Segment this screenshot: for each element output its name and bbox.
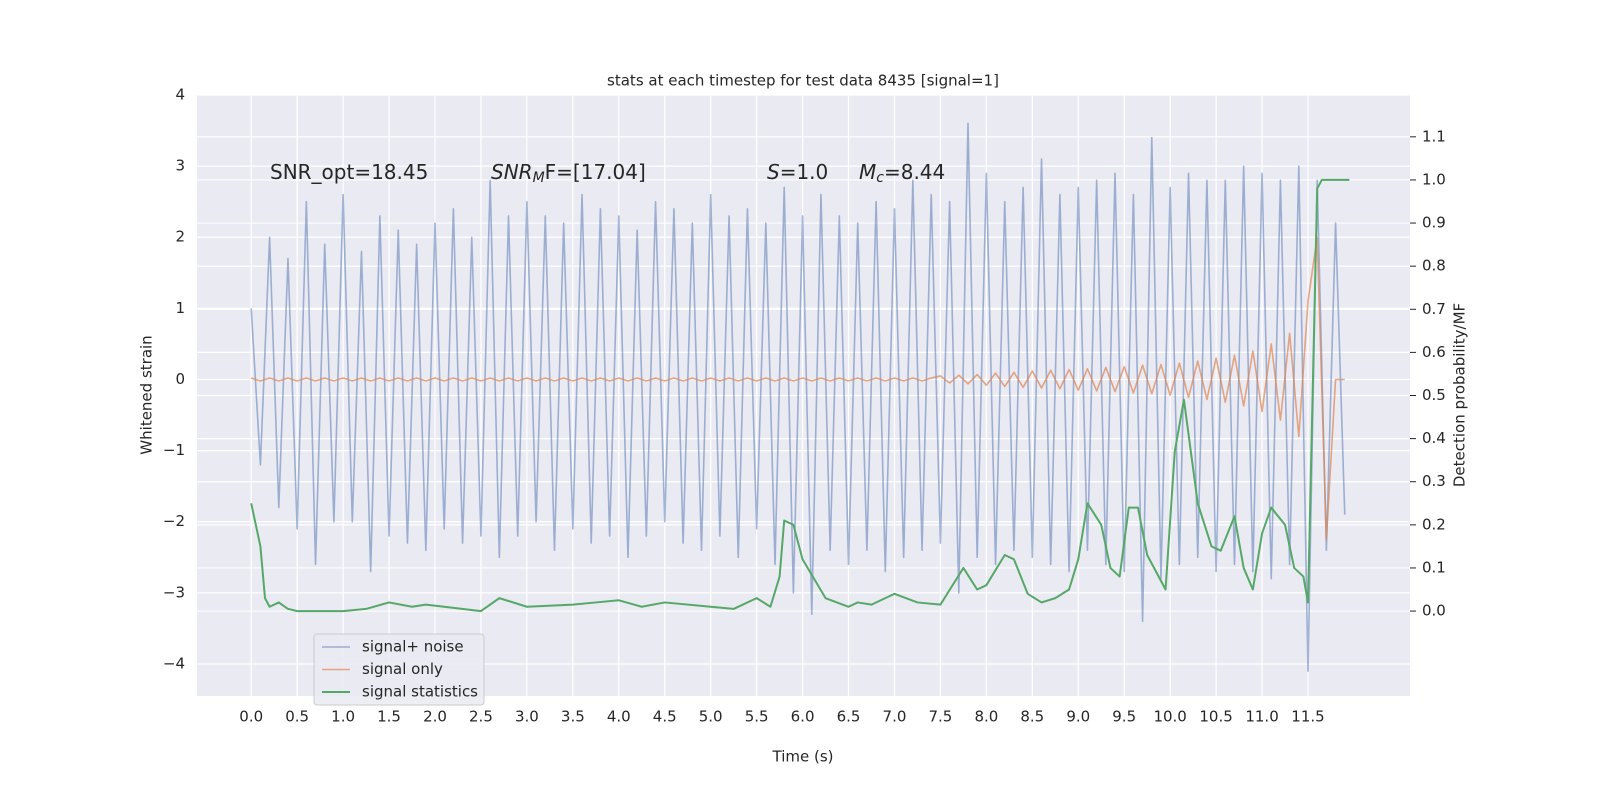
x-tick-label: 1.0 <box>331 708 355 726</box>
annotation-text: SNR_opt=18.45 <box>270 160 428 184</box>
series-line <box>250 236 1345 541</box>
y2-tick-label: 0.2 <box>1422 515 1446 533</box>
x-tick-label: 1.5 <box>377 708 401 726</box>
y2-tick-label: 0.9 <box>1422 214 1446 232</box>
x-tick-label: 5.0 <box>699 708 723 726</box>
x-tick-label: 9.5 <box>1112 708 1136 726</box>
y2-tick-label: 0.4 <box>1422 429 1446 447</box>
y2-tick-label: 0.6 <box>1422 343 1446 361</box>
y-tick-label: −2 <box>163 512 185 530</box>
y-tick-label: 3 <box>175 157 185 175</box>
y2-tick-label: 1.0 <box>1422 170 1446 188</box>
y-tick-label: 4 <box>175 86 185 104</box>
y-tick-label: −3 <box>163 583 185 601</box>
annotation: Mc=8.44 <box>859 160 945 187</box>
x-tick-label: 2.0 <box>423 708 447 726</box>
x-tick-label: 5.5 <box>745 708 769 726</box>
legend-label: signal+ noise <box>362 638 464 656</box>
y2-tick-label: 0.1 <box>1422 558 1446 576</box>
x-tick-label: 6.0 <box>791 708 815 726</box>
annotation-subscript: c <box>876 170 884 186</box>
y2-tick-label: 0.5 <box>1422 386 1446 404</box>
y2-tick-label: 0.3 <box>1422 472 1446 490</box>
y2-tick-label: 0.7 <box>1422 300 1446 318</box>
x-tick-label: 6.5 <box>837 708 861 726</box>
annotation-rest: =8.44 <box>884 160 945 184</box>
x-tick-label: 8.5 <box>1020 708 1044 726</box>
x-axis-label: Time (s) <box>772 748 834 766</box>
y2-tick-label: 1.1 <box>1422 127 1446 145</box>
annotation-rest: =1.0 <box>780 160 829 184</box>
lines <box>250 122 1350 672</box>
x-tick-label: 9.0 <box>1066 708 1090 726</box>
y-tick-label: −1 <box>163 441 185 459</box>
series-line <box>250 122 1346 672</box>
annotation-subscript: M <box>533 170 545 186</box>
annotation: SNRMF=[17.04] <box>491 160 646 187</box>
x-tick-label: 3.0 <box>515 708 539 726</box>
y-tick-label: 1 <box>175 299 185 317</box>
x-tick-label: 7.0 <box>883 708 907 726</box>
chart-title: stats at each timestep for test data 843… <box>607 72 999 90</box>
annotation-text: S <box>767 160 780 184</box>
x-tick-label: 0.5 <box>285 708 309 726</box>
y-tick-label: 0 <box>175 370 185 388</box>
x-tick-label: 0.0 <box>239 708 263 726</box>
x-tick-label: 11.0 <box>1245 708 1278 726</box>
x-tick-label: 10.5 <box>1199 708 1232 726</box>
x-tick-label: 3.5 <box>561 708 585 726</box>
x-tick-label: 10.0 <box>1153 708 1186 726</box>
annotation-rest: F=[17.04] <box>545 160 646 184</box>
y-axis-label: Whitened strain <box>138 335 156 454</box>
y2-tick-label: 0.8 <box>1422 257 1446 275</box>
annotation: SNR_opt=18.45 <box>270 160 428 184</box>
x-tick-label: 11.5 <box>1291 708 1324 726</box>
legend: signal+ noise signal only signal statistic… <box>313 633 485 706</box>
legend-label: signal statistics <box>362 683 478 701</box>
x-tick-label: 2.5 <box>469 708 493 726</box>
series-line <box>250 178 1350 613</box>
annotation: S=1.0 <box>767 160 828 184</box>
y-tick-label: −4 <box>163 654 185 672</box>
x-tick-label: 7.5 <box>928 708 952 726</box>
y-tick-label: 2 <box>175 228 185 246</box>
legend-box <box>313 633 485 706</box>
x-tick-label: 4.5 <box>653 708 677 726</box>
y2-tick-label: 0.0 <box>1422 602 1446 620</box>
x-tick-label: 8.0 <box>974 708 998 726</box>
legend-label: signal only <box>362 660 443 678</box>
annotation-text: SNR <box>491 160 533 184</box>
x-tick-label: 4.0 <box>607 708 631 726</box>
y2-axis-label: Detection probability/MF <box>1451 303 1469 487</box>
annotation-text: M <box>859 160 876 184</box>
